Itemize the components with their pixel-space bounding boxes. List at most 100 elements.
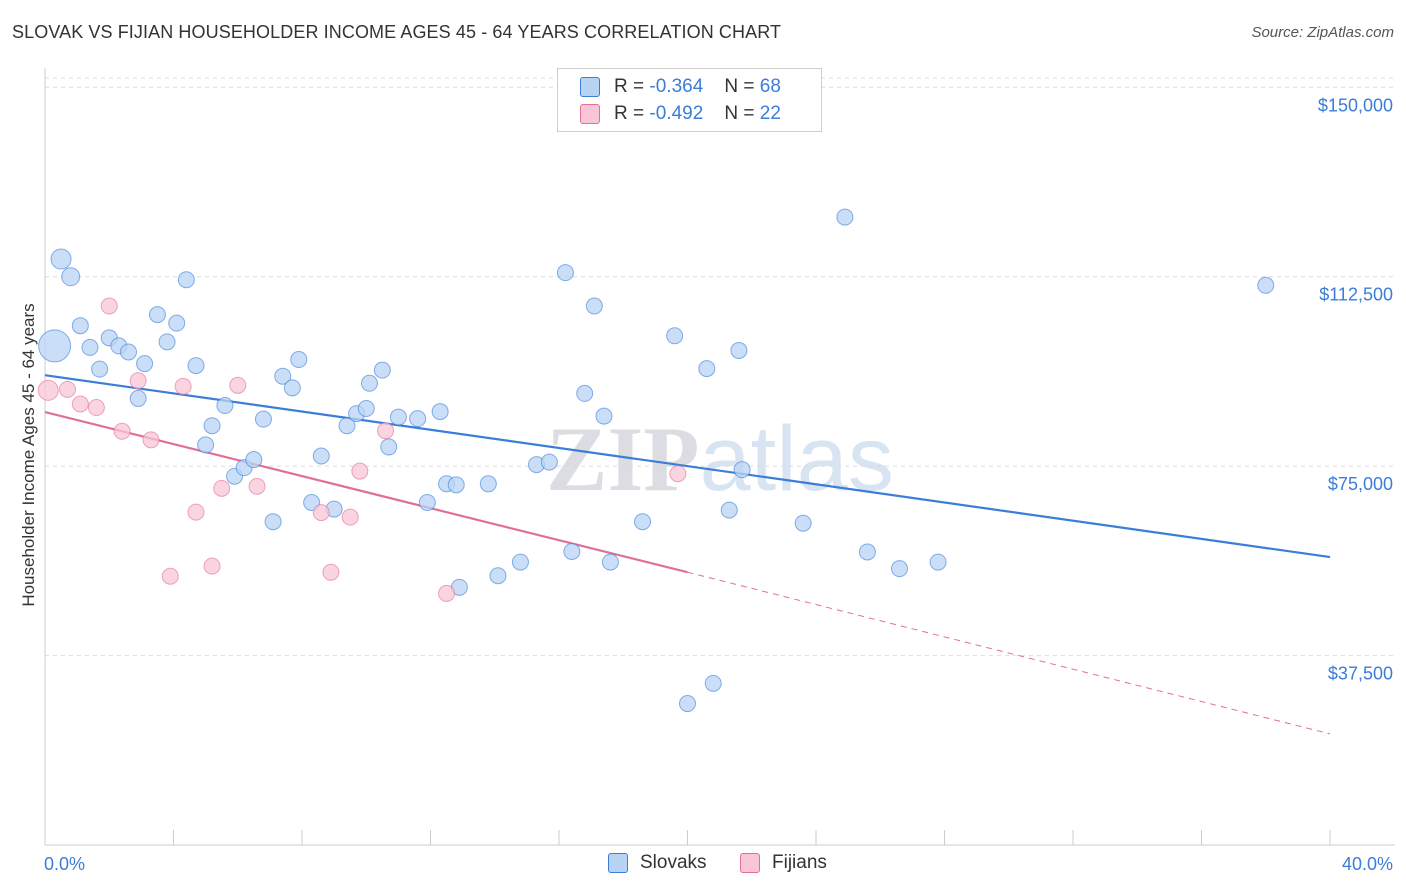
legend-r-value: -0.492: [649, 103, 704, 124]
y-tick-label: $37,500: [1328, 664, 1393, 684]
legend-r-label: R =: [614, 103, 645, 124]
slovak-point: [576, 384, 594, 402]
fijian-point: [341, 508, 359, 526]
slovak-point: [540, 453, 558, 471]
slovak-point: [290, 351, 308, 369]
slovak-point: [338, 417, 356, 435]
slovak-point: [274, 367, 292, 385]
slovak-point: [489, 567, 507, 585]
slovak-point: [158, 333, 176, 351]
slovak-point: [245, 451, 263, 469]
slovak-point: [447, 476, 465, 494]
fijians-legend-label: Fijians: [772, 852, 827, 873]
y-tick-label: $112,500: [1319, 285, 1393, 305]
slovak-point: [50, 248, 72, 270]
y-tick-label: $150,000: [1318, 95, 1393, 115]
slovak-point: [136, 355, 154, 373]
y-tick-label: $75,000: [1328, 474, 1393, 494]
slovak-point: [197, 436, 215, 454]
legend-r-label: R =: [614, 76, 645, 97]
axes: [44, 68, 1395, 846]
slovak-point: [357, 400, 375, 418]
slovak-point: [373, 361, 391, 379]
legend-row-fijians: R = -0.492 N = 22: [580, 101, 781, 127]
fijian-point: [669, 465, 687, 483]
stats-legend: R = -0.364 N = 68 R = -0.492 N = 22: [557, 68, 822, 132]
slovak-point: [168, 314, 186, 332]
legend-n-value: 68: [759, 76, 781, 97]
fijian-point: [113, 422, 131, 440]
legend-n-label: N =: [724, 103, 755, 124]
slovak-point: [71, 317, 89, 335]
slovak-point: [679, 695, 696, 713]
slovak-point: [254, 410, 272, 428]
slovak-point: [698, 360, 716, 378]
slovak-point: [929, 553, 947, 571]
fijian-point: [174, 377, 192, 395]
slovak-point: [216, 397, 234, 415]
bottom-legend-fijians: Fijians: [740, 852, 827, 874]
fijians-swatch: [580, 104, 600, 124]
fijian-point: [71, 395, 89, 413]
fijian-point: [248, 477, 266, 495]
slovak-point: [418, 494, 436, 512]
slovak-point: [409, 410, 427, 428]
slovak-point: [794, 514, 812, 532]
x-tick-label-max: 40.0%: [1342, 854, 1393, 874]
slovak-point: [720, 501, 738, 519]
fijian-point: [322, 563, 340, 581]
slovak-point: [666, 327, 684, 345]
slovak-point: [563, 543, 581, 561]
slovak-point: [585, 297, 603, 315]
slovak-point: [556, 264, 574, 282]
source-label: Source: ZipAtlas.com: [1251, 24, 1394, 41]
y-axis-title: Householder Income Ages 45 - 64 years: [19, 303, 38, 606]
slovak-point: [891, 560, 909, 578]
fijians-legend-swatch: [740, 853, 760, 873]
fijian-point: [58, 380, 76, 398]
fijian-point: [213, 479, 231, 497]
slovak-point: [511, 553, 529, 571]
slovak-point: [730, 341, 748, 359]
slovak-point: [148, 306, 166, 324]
slovak-point: [187, 357, 205, 375]
slovak-point: [733, 461, 751, 479]
fijian-point: [100, 297, 118, 315]
fijian-point: [377, 422, 395, 440]
slovak-point: [91, 360, 109, 378]
trend-line-slovaks: [44, 374, 1331, 559]
watermark: ZIPatlas: [546, 408, 894, 510]
slovak-point: [479, 475, 497, 493]
legend-row-slovaks: R = -0.364 N = 68: [580, 74, 781, 100]
slovak-point: [836, 208, 854, 226]
trend-line-fijians-dashed: [687, 571, 1331, 735]
slovak-point: [601, 553, 619, 571]
fijian-point: [37, 379, 59, 401]
slovaks-legend-label: Slovaks: [640, 852, 707, 873]
data-points: [37, 208, 1275, 713]
fijian-point: [142, 431, 160, 449]
slovak-point: [858, 543, 876, 561]
slovak-point: [129, 389, 147, 407]
fijian-point: [161, 567, 179, 585]
slovak-point: [634, 513, 652, 531]
bottom-legend-slovaks: Slovaks: [608, 852, 707, 874]
slovak-point: [380, 438, 398, 456]
gridlines: [45, 77, 1395, 657]
legend-n-value: 22: [759, 103, 781, 124]
fijian-point: [229, 376, 247, 394]
slovak-point: [81, 338, 99, 356]
fijian-point: [438, 584, 456, 602]
slovaks-legend-swatch: [608, 853, 628, 873]
legend-n-label: N =: [724, 76, 755, 97]
fijian-point: [129, 372, 147, 390]
slovak-point: [203, 417, 221, 435]
fijian-point: [187, 503, 205, 521]
legend-r-value: -0.364: [649, 76, 704, 97]
slovak-point: [704, 674, 722, 692]
fijian-point: [351, 462, 369, 480]
fijian-point: [87, 399, 105, 417]
slovaks-swatch: [580, 77, 600, 97]
slovak-point: [283, 379, 301, 397]
